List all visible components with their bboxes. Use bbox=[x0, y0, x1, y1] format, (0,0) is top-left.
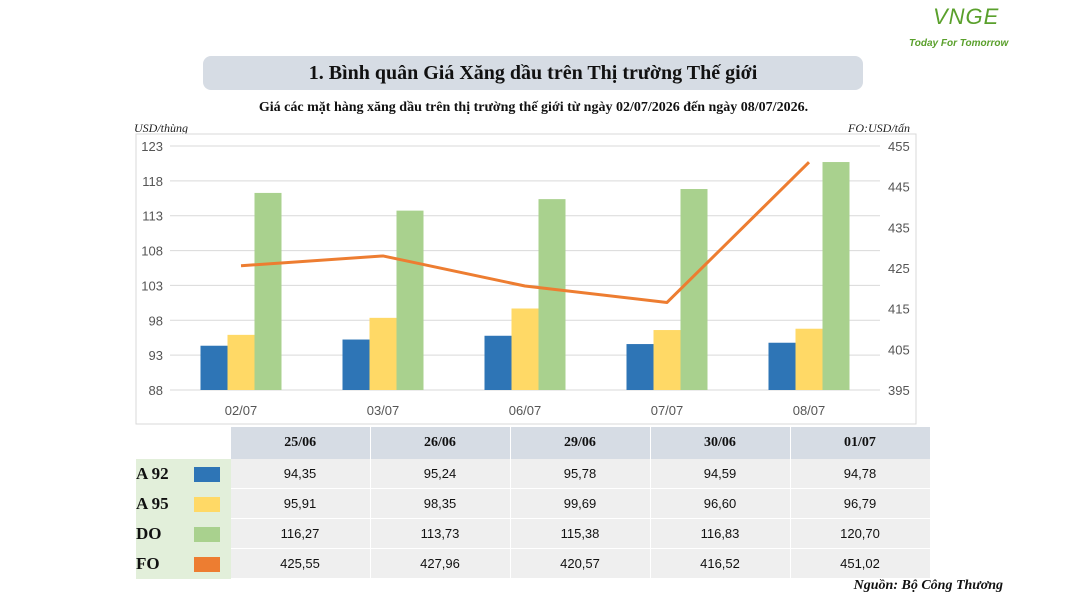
table-cell: 99,69 bbox=[510, 488, 651, 519]
bar-a-92 bbox=[626, 344, 654, 390]
y-tick-left: 98 bbox=[149, 313, 163, 328]
y-tick-right: 405 bbox=[888, 342, 910, 357]
y-tick-left: 103 bbox=[141, 278, 163, 293]
y-tick-right: 395 bbox=[888, 383, 910, 398]
table-cell: 116,83 bbox=[650, 518, 791, 549]
series-line-fo bbox=[240, 161, 811, 304]
table-cell: 420,57 bbox=[510, 548, 651, 579]
table-cell: 115,38 bbox=[510, 518, 651, 549]
legend-swatch bbox=[193, 556, 220, 572]
y-tick-right: 445 bbox=[888, 180, 910, 195]
bar-a-92 bbox=[342, 339, 370, 390]
table-cell: 94,78 bbox=[790, 459, 931, 489]
legend-swatch-cell bbox=[183, 518, 231, 549]
table-header-cell: 01/07 bbox=[790, 427, 931, 459]
table-header-cell: 25/06 bbox=[230, 427, 371, 459]
table-row: A 92 94,35 95,24 95,78 94,59 94,78 bbox=[136, 459, 931, 489]
bar-do bbox=[254, 192, 282, 390]
table-cell: 113,73 bbox=[370, 518, 511, 549]
bar-do bbox=[822, 162, 850, 390]
table-row: A 95 95,91 98,35 99,69 96,60 96,79 bbox=[136, 488, 931, 519]
legend-swatch bbox=[193, 526, 220, 542]
x-tick-label: 08/07 bbox=[793, 403, 826, 418]
y-tick-right: 425 bbox=[888, 261, 910, 276]
bar-a-92 bbox=[200, 345, 228, 390]
right-axis-unit: FO:USD/tấn bbox=[848, 121, 910, 135]
series-name: FO bbox=[136, 548, 184, 579]
table-cell: 416,52 bbox=[650, 548, 791, 579]
y-tick-left: 118 bbox=[142, 174, 163, 189]
bar-a-95 bbox=[511, 308, 539, 390]
table-header-cell: 30/06 bbox=[650, 427, 791, 459]
price-chart: 88 93 98 103 108 113 118 123 395 405 415 425 435 445 4… bbox=[135, 133, 917, 425]
logo-mark: VNGE bbox=[933, 4, 1000, 29]
y-tick-right: 435 bbox=[888, 220, 910, 235]
y-tick-left: 93 bbox=[149, 348, 163, 363]
table-cell: 116,27 bbox=[230, 518, 371, 549]
table-cell: 94,59 bbox=[650, 459, 791, 489]
table-header-row: 25/06 26/06 29/06 30/06 01/07 bbox=[136, 427, 931, 459]
page-title-text: 1. Bình quân Giá Xăng dầu trên Thị trườn… bbox=[308, 61, 758, 84]
x-tick-label: 02/07 bbox=[225, 403, 258, 418]
table-corner bbox=[136, 427, 231, 459]
table-cell: 96,79 bbox=[790, 488, 931, 519]
series-name: A 92 bbox=[136, 459, 184, 489]
series-name: A 95 bbox=[136, 488, 184, 519]
table-cell: 427,96 bbox=[370, 548, 511, 579]
table-header-cell: 26/06 bbox=[370, 427, 511, 459]
legend-swatch-cell bbox=[183, 459, 231, 489]
bar-a-95 bbox=[369, 317, 397, 390]
table-cell: 425,55 bbox=[230, 548, 371, 579]
table-cell: 96,60 bbox=[650, 488, 791, 519]
y-tick-left: 113 bbox=[142, 209, 163, 224]
bar-do bbox=[680, 189, 708, 390]
legend-swatch bbox=[193, 466, 220, 482]
table-cell: 94,35 bbox=[230, 459, 371, 489]
source-note: Nguồn: Bộ Công Thương bbox=[853, 578, 1003, 593]
x-tick-label: 06/07 bbox=[509, 403, 542, 418]
legend-swatch-cell bbox=[183, 548, 231, 579]
y-tick-right: 415 bbox=[888, 302, 910, 317]
y-tick-left: 123 bbox=[141, 139, 163, 154]
y-tick-left: 88 bbox=[149, 383, 163, 398]
data-table: 25/06 26/06 29/06 30/06 01/07 A 92 94,35 9… bbox=[136, 427, 931, 579]
table-cell: 95,91 bbox=[230, 488, 371, 519]
y-tick-left: 108 bbox=[141, 244, 163, 259]
bar-a-95 bbox=[653, 330, 681, 390]
legend-swatch-cell bbox=[183, 488, 231, 519]
bar-a-95 bbox=[795, 328, 823, 390]
legend-swatch bbox=[193, 496, 220, 512]
table-cell: 120,70 bbox=[790, 518, 931, 549]
table-header-cell: 29/06 bbox=[510, 427, 651, 459]
logo-tagline: Today For Tomorrow bbox=[909, 38, 1009, 49]
chart-frame bbox=[135, 133, 917, 425]
bar-a-92 bbox=[768, 342, 796, 390]
series-name: DO bbox=[136, 518, 184, 549]
table-cell: 95,78 bbox=[510, 459, 651, 489]
left-axis-unit: USD/thùng bbox=[134, 121, 188, 135]
table-cell: 98,35 bbox=[370, 488, 511, 519]
table-cell: 95,24 bbox=[370, 459, 511, 489]
x-tick-label: 07/07 bbox=[651, 403, 684, 418]
page-title: 1. Bình quân Giá Xăng dầu trên Thị trườn… bbox=[203, 56, 863, 90]
table-row: FO 425,55 427,96 420,57 416,52 451,02 bbox=[136, 548, 931, 579]
x-tick-label: 03/07 bbox=[367, 403, 400, 418]
brand-logo: VNGE Today For Tomorrow bbox=[905, 4, 1015, 50]
bar-do bbox=[538, 199, 566, 390]
bar-a-92 bbox=[484, 335, 512, 390]
bar-do bbox=[396, 210, 424, 390]
y-tick-right: 455 bbox=[888, 139, 910, 154]
table-row: DO 116,27 113,73 115,38 116,83 120,70 bbox=[136, 518, 931, 549]
table-cell: 451,02 bbox=[790, 548, 931, 579]
chart-subtitle: Giá các mặt hàng xăng dầu trên thị trườn… bbox=[258, 100, 809, 115]
bar-a-95 bbox=[227, 334, 255, 390]
